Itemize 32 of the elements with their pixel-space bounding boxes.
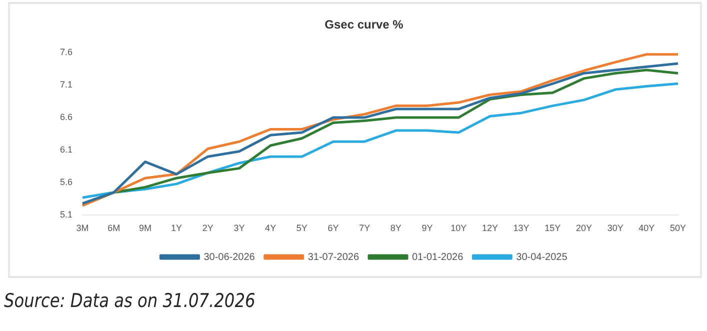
x-tick-label: 30Y — [607, 223, 624, 234]
x-tick-label: 3Y — [234, 223, 245, 234]
x-tick-label: 6Y — [328, 223, 339, 234]
x-tick-label: 8Y — [390, 223, 402, 234]
x-tick-label: 12Y — [482, 223, 498, 234]
source-note: Source: Data as on 31.07.2026 — [4, 290, 256, 312]
x-tick-label: 6M — [108, 223, 120, 234]
x-tick-label: 20Y — [576, 223, 592, 234]
legend-label: 01-01-2026 — [412, 252, 464, 263]
x-tick-label: 3M — [76, 223, 89, 234]
x-tick-label: 4Y — [265, 223, 276, 234]
chart-title: Gsec curve % — [324, 18, 404, 32]
x-tick-label: 7Y — [359, 223, 370, 234]
legend-label: 30-04-2025 — [516, 252, 568, 263]
x-tick-label: 13Y — [513, 223, 530, 234]
legend-label: 30-06-2026 — [204, 252, 256, 263]
y-tick-label: 5.1 — [60, 210, 73, 220]
x-tick-label: 10Y — [450, 223, 467, 234]
y-tick-label: 6.6 — [60, 112, 73, 122]
x-tick-label: 5Y — [296, 223, 308, 234]
x-tick-label: 9Y — [422, 223, 433, 234]
x-tick-label: 9M — [138, 223, 152, 234]
y-tick-label: 5.6 — [60, 177, 73, 188]
x-tick-label: 1Y — [171, 223, 182, 234]
x-tick-label: 15Y — [544, 223, 561, 234]
x-tick-label: 50Y — [670, 223, 686, 234]
legend-label: 31-07-2026 — [308, 252, 360, 263]
x-tick-label: 2Y — [202, 223, 214, 234]
x-tick-label: 40Y — [638, 223, 655, 234]
y-tick-label: 6.1 — [60, 144, 73, 155]
y-tick-label: 7.1 — [60, 79, 73, 90]
y-tick-label: 7.6 — [60, 46, 73, 57]
